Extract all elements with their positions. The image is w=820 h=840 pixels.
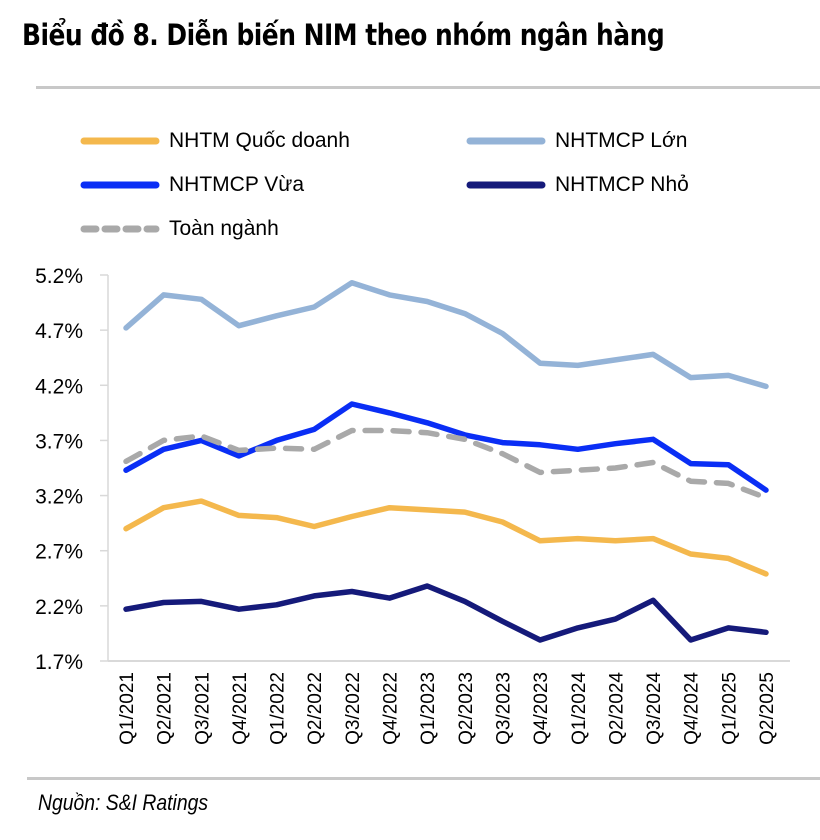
x-tick-label: Q1/2025 xyxy=(719,672,740,745)
legend-label: Toàn ngành xyxy=(169,217,279,240)
series-line-3 xyxy=(123,583,769,643)
series-line-0 xyxy=(123,498,769,577)
x-tick-label: Q4/2023 xyxy=(531,672,552,745)
x-tick-label: Q3/2021 xyxy=(192,672,213,745)
legend-label: NHTMCP Nhỏ xyxy=(555,173,689,196)
y-tick-label: 2.2% xyxy=(35,596,83,619)
legend-swatch-quoc-doanh xyxy=(80,137,160,145)
chart-legend: NHTM Quốc doanh NHTMCP Lớn NHTMCP Vừa NH… xyxy=(80,125,780,255)
y-axis-ticks: 5.2% 4.7% 4.2% 3.7% 3.2% 2.7% 2.2% 1.7% xyxy=(35,265,108,674)
legend-item-nho: NHTMCP Nhỏ xyxy=(466,173,689,197)
y-tick-label: 4.2% xyxy=(35,375,83,398)
x-tick-label: Q2/2021 xyxy=(155,672,176,745)
legend-item-quoc-doanh: NHTM Quốc doanh xyxy=(80,129,350,153)
source-note: Nguồn: S&I Ratings xyxy=(38,790,209,815)
legend-label: NHTMCP Lớn xyxy=(555,129,688,152)
x-tick-label: Q3/2023 xyxy=(493,672,514,745)
x-axis-ticks: Q1/2021 Q2/2021 Q3/2021 Q4/2021 Q1/2022 Q2/20… xyxy=(117,672,778,745)
y-tick-label: 4.7% xyxy=(35,320,83,343)
x-tick-label: Q2/2023 xyxy=(456,672,477,745)
x-tick-label: Q4/2021 xyxy=(230,672,251,745)
legend-swatch-vua xyxy=(80,181,160,189)
x-tick-label: Q2/2024 xyxy=(606,672,627,745)
x-tick-label: Q1/2023 xyxy=(418,672,439,745)
legend-item-toan-nganh: Toàn ngành xyxy=(80,217,279,241)
y-tick-label: 5.2% xyxy=(35,265,83,288)
legend-item-lon: NHTMCP Lớn xyxy=(466,129,687,153)
legend-swatch-toan-nganh xyxy=(80,225,160,233)
x-tick-label: Q1/2024 xyxy=(569,672,590,745)
x-tick-label: Q2/2025 xyxy=(757,672,778,745)
x-tick-label: Q3/2022 xyxy=(343,672,364,745)
y-tick-label: 2.7% xyxy=(35,541,83,564)
title-divider xyxy=(36,86,820,89)
chart-title: Biểu đồ 8. Diễn biến NIM theo nhóm ngân … xyxy=(22,18,665,52)
series-line-4 xyxy=(123,427,769,501)
x-tick-label: Q4/2022 xyxy=(381,672,402,745)
series-line-2 xyxy=(123,401,769,493)
chart-axes xyxy=(107,275,790,662)
x-tick-label: Q1/2022 xyxy=(268,672,289,745)
y-tick-label: 3.7% xyxy=(35,430,83,453)
legend-swatch-lon xyxy=(466,137,546,145)
y-tick-label: 3.2% xyxy=(35,486,83,509)
legend-label: NHTMCP Vừa xyxy=(169,173,305,196)
x-tick-label: Q2/2022 xyxy=(305,672,326,745)
series-line-1 xyxy=(123,279,769,390)
chart-series xyxy=(123,279,769,643)
legend-item-vua: NHTMCP Vừa xyxy=(80,173,304,197)
x-tick-label: Q4/2024 xyxy=(682,672,703,745)
y-tick-label: 1.7% xyxy=(35,651,83,674)
x-tick-label: Q1/2021 xyxy=(117,672,138,745)
footer-divider xyxy=(27,777,820,780)
legend-label: NHTM Quốc doanh xyxy=(169,129,350,152)
legend-swatch-nho xyxy=(466,181,546,189)
x-tick-label: Q3/2024 xyxy=(644,672,665,745)
